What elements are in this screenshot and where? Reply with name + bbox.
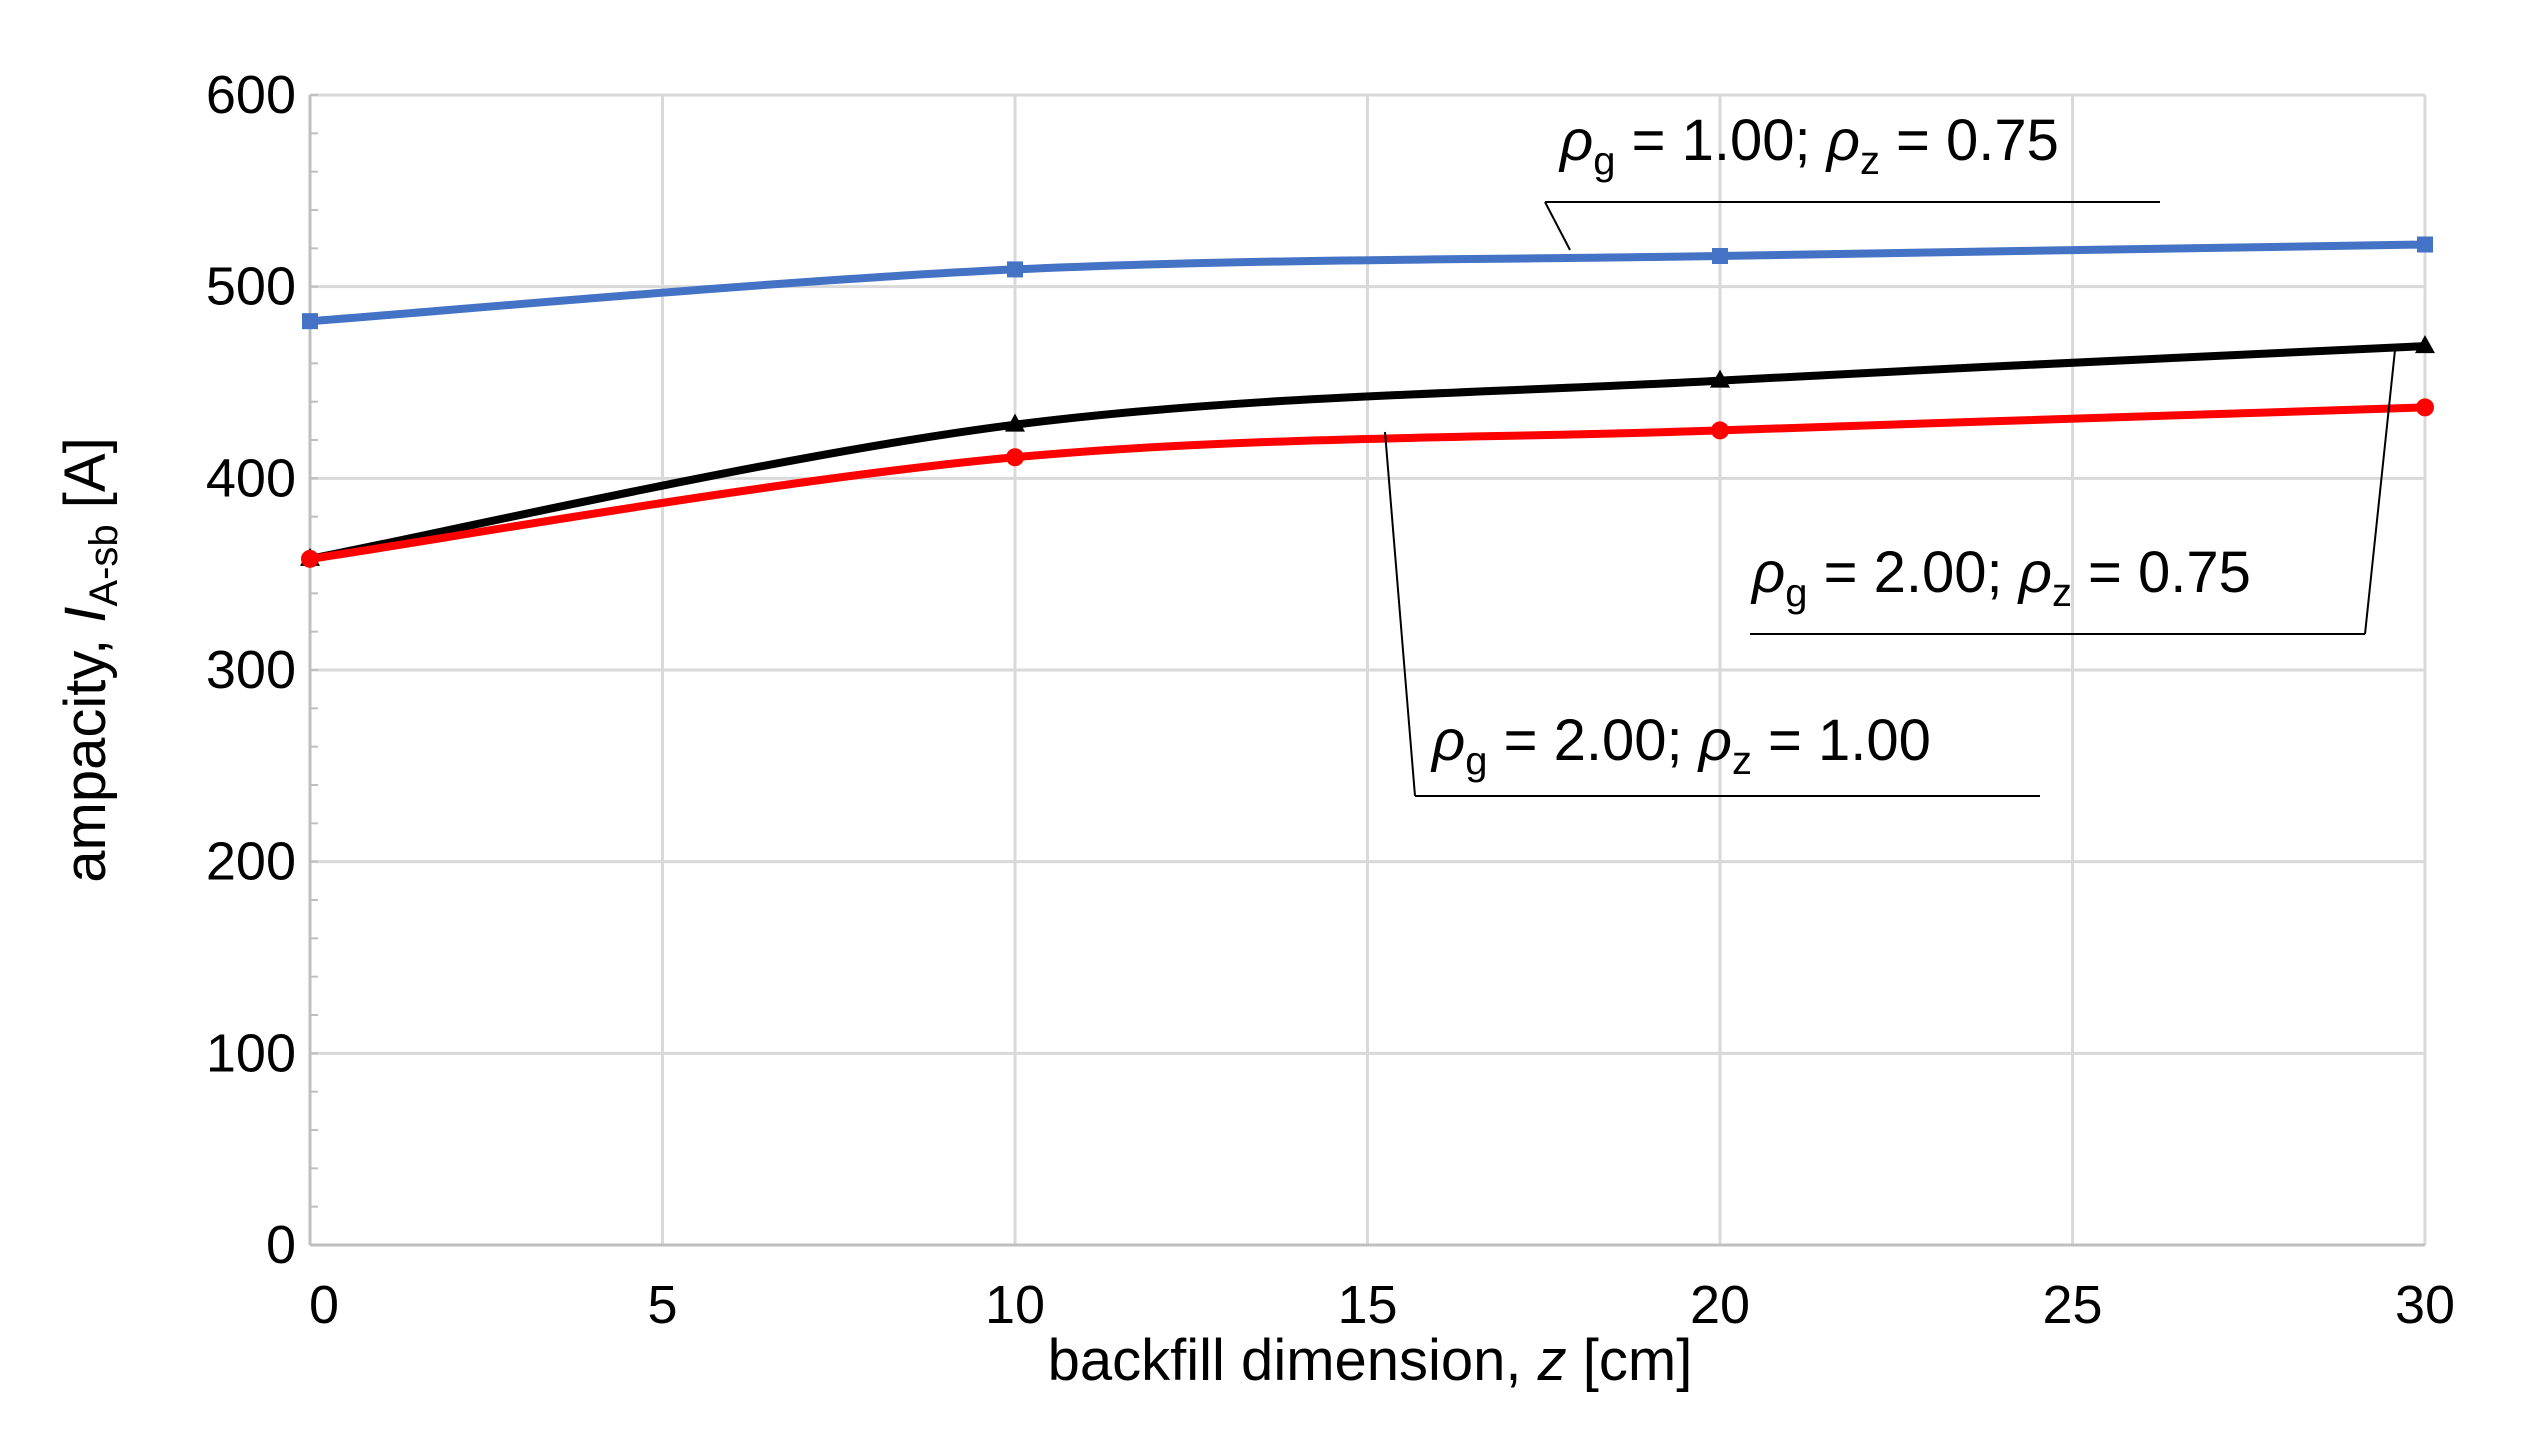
data-point-rho-g-2-00-rho-z-1-00	[301, 549, 319, 568]
y-axis-label: ampacity, IA-sb [A]	[53, 437, 126, 882]
x-tick-label: 10	[985, 1275, 1045, 1335]
data-point-rho-g-2-00-rho-z-0-75	[1005, 413, 1025, 432]
y-tick-label: 100	[206, 1023, 296, 1083]
series-lines	[300, 236, 2435, 568]
annotation-leader	[2364, 349, 2396, 635]
y-tick-label: 200	[206, 832, 296, 892]
data-point-rho-g-2-00-rho-z-1-00	[1006, 448, 1024, 467]
annotation-label: ρg = 2.00; ρz = 1.00	[1430, 708, 1931, 783]
data-point-rho-g-2-00-rho-z-0-75	[1710, 369, 1730, 388]
data-point-rho-g-1-00-rho-z-0-75	[302, 313, 318, 330]
y-tick-label: 300	[206, 640, 296, 700]
data-point-rho-g-2-00-rho-z-1-00	[2416, 398, 2434, 417]
annotation-leader	[1384, 431, 1416, 797]
series-line-rho-g-1-00-rho-z-0-75	[309, 240, 2426, 326]
annotation-rho-g-2-00-rho-z-0-75: ρg = 2.00; ρz = 0.75	[1750, 349, 2396, 635]
data-point-rho-g-1-00-rho-z-0-75	[1712, 248, 1728, 264]
annotation-rho-g-1-00-rho-z-0-75: ρg = 1.00; ρz = 0.75	[1544, 108, 2160, 251]
series-line-rho-g-2-00-rho-z-0-75	[309, 342, 2426, 563]
x-tick-label: 0	[309, 1275, 339, 1335]
y-tick-label: 500	[206, 257, 296, 317]
annotation-label: ρg = 1.00; ρz = 0.75	[1558, 108, 2059, 183]
annotation-rho-g-2-00-rho-z-1-00: ρg = 2.00; ρz = 1.00	[1384, 431, 2040, 797]
y-tick-label: 400	[206, 448, 296, 508]
x-tick-label: 5	[647, 1275, 677, 1335]
data-point-rho-g-2-00-rho-z-0-75	[2415, 335, 2435, 354]
annotations: ρg = 1.00; ρz = 0.75 ρg = 2.00; ρz = 0.75…	[1384, 108, 2396, 797]
annotation-label: ρg = 2.00; ρz = 0.75	[1750, 540, 2251, 615]
y-tick-label: 600	[206, 65, 296, 125]
data-point-rho-g-1-00-rho-z-0-75	[1007, 261, 1023, 278]
data-point-rho-g-2-00-rho-z-1-00	[1711, 421, 1729, 440]
x-axis-label: backfill dimension, z [cm]	[1048, 1328, 1693, 1393]
series-line-rho-g-2-00-rho-z-1-00	[309, 403, 2426, 563]
x-tick-label: 25	[2042, 1275, 2102, 1335]
grid	[308, 93, 2427, 1247]
x-tick-label: 30	[2395, 1275, 2455, 1335]
y-tick-label: 0	[266, 1215, 296, 1275]
annotation-leader	[1544, 201, 1571, 251]
x-tick-label: 20	[1690, 1275, 1750, 1335]
data-point-rho-g-1-00-rho-z-0-75	[2417, 236, 2433, 253]
x-tick-label: 15	[1337, 1275, 1397, 1335]
